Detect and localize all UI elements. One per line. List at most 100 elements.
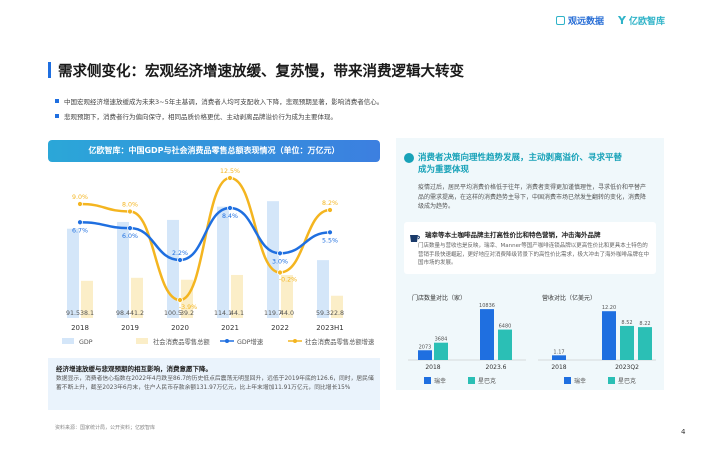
legend-marker <box>225 339 229 343</box>
legend-label: 瑞幸 <box>434 377 446 385</box>
retail-growth-label: 12.5% <box>220 168 240 175</box>
legend-swatch <box>62 338 74 344</box>
gdp-growth-label: 6.7% <box>72 227 88 234</box>
retail-value-label: 44.0 <box>280 310 294 317</box>
luckin-store-bar <box>480 309 494 360</box>
yiou-logo-text: 亿欧智库 <box>628 17 665 27</box>
starbucks-store-bar <box>434 342 448 360</box>
legend-swatch <box>136 338 148 344</box>
retail-bar <box>281 275 293 318</box>
legend-label: 星巴克 <box>478 377 496 385</box>
store-value-label: 6480 <box>499 324 512 330</box>
yiou-logo: Y 亿欧智库 <box>618 14 665 27</box>
luckin-revenue-bar <box>552 355 566 360</box>
x-tick-label: 2023H1 <box>316 324 344 332</box>
gdp-growth-point <box>277 250 283 257</box>
gdp-value-label: 119.7 <box>264 310 282 317</box>
note-title: 经济增速放缓与悲观预期的相互影响，消费意愿下降。 <box>56 365 212 373</box>
store-x-label: 2018 <box>425 364 440 371</box>
trend-icon <box>404 153 414 163</box>
gdp-growth-label: 6.0% <box>122 233 138 240</box>
bullet-text: 中国宏观经济增速放缓成为未来3~5年主基调，消费者人均可支配收入下降，悲观预期显… <box>64 98 384 106</box>
bullet-square-icon <box>55 114 59 118</box>
source-note: 资料来源：国家统计局，公开资料；亿欧智库 <box>55 425 156 431</box>
note-box <box>48 358 380 410</box>
bullet-text: 悲观预期下，消费者行为偏向保守，相同品质价格更优、主动剥离品牌溢价行为成为主要体… <box>64 113 337 121</box>
main-chart: 91.5 38.1 98.4 41.2 100.539.2 114.144.1 119.74… <box>62 168 375 346</box>
retail-bar <box>131 277 143 318</box>
gdp-growth-point <box>227 205 233 211</box>
starbucks-store-bar <box>498 329 512 360</box>
right-panel-text: 疫情过后，居民平均消费价格低于往年，消费者变得更加谨慎理性，寻求低价和平替产品的… <box>418 184 647 210</box>
store-value-label: 2073 <box>419 344 432 350</box>
starbucks-revenue-bar <box>638 327 652 360</box>
legend-marker <box>293 339 297 343</box>
page-number: 4 <box>681 428 686 436</box>
retail-growth-point <box>327 207 333 213</box>
revenue-chart-title: 营收对比（亿美元） <box>542 294 596 302</box>
retail-value-label: 44.1 <box>230 310 244 317</box>
yiou-logo-icon: Y <box>618 14 626 27</box>
retail-growth-point <box>77 201 83 207</box>
title-accent-bar <box>48 62 51 78</box>
gdp-growth-point <box>177 257 183 263</box>
revenue-value-label: 8.22 <box>639 321 650 327</box>
legend-swatch <box>424 377 431 384</box>
retail-value-label: 41.2 <box>130 310 144 317</box>
x-tick-label: 2018 <box>71 324 89 332</box>
gdp-growth-label: 5.5% <box>322 237 338 244</box>
store-value-label: 10836 <box>479 303 495 309</box>
legend-label: 社会消费品零售总额增速 <box>305 337 375 346</box>
right-panel-title: 消费者决策向理性趋势发展，主动剥离溢价、寻求平替成为重要体现 <box>418 153 623 175</box>
legend-label: 星巴克 <box>618 377 636 385</box>
revenue-value-label: 8.52 <box>621 320 632 326</box>
coffee-cup-icon <box>409 228 421 242</box>
gdp-bar <box>217 206 229 318</box>
guanyuan-logo: 观远数据 <box>556 14 604 27</box>
x-tick-label: 2020 <box>171 324 189 332</box>
bullet-item: 中国宏观经济增速放缓成为未来3~5年主基调，消费者人均可支配收入下降，悲观预期显… <box>55 96 383 106</box>
gdp-value-label: 91.5 <box>66 310 80 317</box>
case-title: 瑞幸等本土咖啡品牌主打高性价比和特色营销，冲击海外品牌 <box>425 231 601 239</box>
gdp-bar <box>67 228 79 318</box>
retail-growth-point <box>227 175 233 181</box>
bullet-item: 悲观预期下，消费者行为偏向保守，相同品质价格更优、主动剥离品牌溢价行为成为主要体… <box>55 111 337 121</box>
note-body: 数据显示，消费者信心指数在2022年4月跌至86.7的历史低点后震荡无明显回升，… <box>56 376 374 391</box>
x-tick-label: 2022 <box>271 324 289 332</box>
gdp-value-label: 100.5 <box>164 310 182 317</box>
retail-bar <box>181 279 193 318</box>
gdp-bar <box>117 221 129 318</box>
chart-title-banner: 亿欧智库：中国GDP与社会消费品零售总额表现情况（单位：万亿元） <box>48 140 380 162</box>
page-title: 需求侧变化：宏观经济增速放缓、复苏慢，带来消费逻辑大转变 <box>58 64 464 80</box>
store-x-label: 2023.6 <box>486 364 507 371</box>
gdp-growth-label: 2.2% <box>172 250 188 257</box>
store-value-label: 3684 <box>435 337 448 343</box>
x-tick-label: 2019 <box>121 324 139 332</box>
gdp-bar <box>317 260 329 318</box>
retail-growth-label: 8.2% <box>322 200 338 207</box>
retail-bar <box>231 274 243 318</box>
revenue-x-label: 2018 <box>551 364 566 371</box>
luckin-revenue-bar <box>602 311 616 360</box>
x-tick-label: 2021 <box>221 324 239 332</box>
gdp-value-label: 59.3 <box>316 310 330 317</box>
retail-growth-point <box>277 269 283 276</box>
case-card <box>404 222 656 274</box>
legend-label: 社会消费品零售总额 <box>153 337 210 346</box>
gdp-growth-point <box>327 229 333 236</box>
legend-label: 瑞幸 <box>574 377 586 385</box>
revenue-value-label: 12.20 <box>602 305 616 311</box>
revenue-x-label: 2023Q2 <box>615 364 639 371</box>
gdp-bar <box>167 219 179 318</box>
retail-value-label: 22.8 <box>330 310 344 317</box>
retail-value-label: 39.2 <box>180 310 194 317</box>
retail-value-label: 38.1 <box>80 310 94 317</box>
chart-title: 亿欧智库：中国GDP与社会消费品零售总额表现情况（单位：万亿元） <box>88 146 340 155</box>
case-body: 门店数量与营收也是反映，瑞幸、Manner等国产咖啡连锁品牌以更高性价比和更具本… <box>418 243 650 266</box>
retail-growth-label: -0.2% <box>279 276 297 283</box>
legend-swatch <box>468 377 475 384</box>
gdp-growth-point <box>77 219 83 226</box>
gdp-value-label: 114.1 <box>214 310 232 317</box>
legend-label: GDP增速 <box>237 337 264 346</box>
